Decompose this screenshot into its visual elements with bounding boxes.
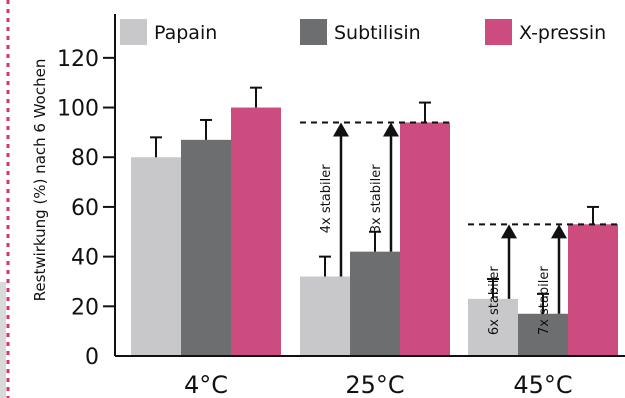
y-tick-label-60: 60 (71, 196, 99, 221)
annotations: 4x stabiler 3x stabiler 6x stabiler 7x stab… (319, 122, 567, 335)
bars (131, 86, 618, 357)
legend-label-x-pressin: X-pressin (519, 22, 606, 44)
bar-x-pressin-2 (568, 224, 618, 356)
bar-papain-0 (131, 157, 181, 356)
bar-papain-2 (468, 298, 518, 356)
bar-papain-1 (300, 276, 350, 356)
annotation-label-3: 7x stabiler (537, 266, 552, 335)
reference-lines (300, 121, 618, 226)
legend: Papain Subtilisin X-pressin (120, 19, 606, 45)
legend-label-papain: Papain (154, 22, 217, 44)
y-tick-label-0: 0 (85, 345, 99, 370)
legend-swatch-x-pressin (485, 19, 512, 45)
annotation-arrowhead-0 (333, 122, 349, 137)
y-axis-label: Restwirkung (%) nach 6 Wochen (31, 59, 49, 302)
legend-label-subtilisin: Subtilisin (334, 22, 421, 44)
bar-x-pressin-1 (400, 122, 450, 356)
bar-subtilisin-0 (181, 139, 231, 356)
x-axis: 4°C 25°C 45°C (115, 355, 625, 398)
y-tick-label-120: 120 (57, 47, 99, 72)
legend-swatch-papain (120, 19, 147, 45)
x-category-label-1: 25°C (345, 371, 404, 398)
frame-grey-block (0, 282, 6, 398)
y-axis: 0 20 40 60 80 100 120 (57, 14, 116, 370)
annotation-label-2: 6x stabiler (487, 266, 502, 335)
bar-subtilisin-1 (350, 251, 400, 356)
legend-swatch-subtilisin (300, 19, 327, 45)
annotation-arrowhead-2 (501, 224, 517, 239)
annotation-label-1: 3x stabiler (369, 164, 384, 233)
bar-x-pressin-0 (231, 107, 281, 357)
x-category-label-2: 45°C (513, 371, 572, 398)
y-tick-label-20: 20 (71, 295, 99, 320)
y-tick-label-40: 40 (71, 246, 99, 271)
y-tick-label-100: 100 (57, 97, 99, 122)
bar-subtilisin-2 (518, 313, 568, 356)
annotation-arrowhead-3 (551, 224, 567, 239)
y-tick-label-80: 80 (71, 146, 99, 171)
annotation-label-0: 4x stabiler (319, 164, 334, 233)
x-category-label-0: 4°C (184, 371, 228, 398)
annotation-arrowhead-1 (383, 122, 399, 137)
